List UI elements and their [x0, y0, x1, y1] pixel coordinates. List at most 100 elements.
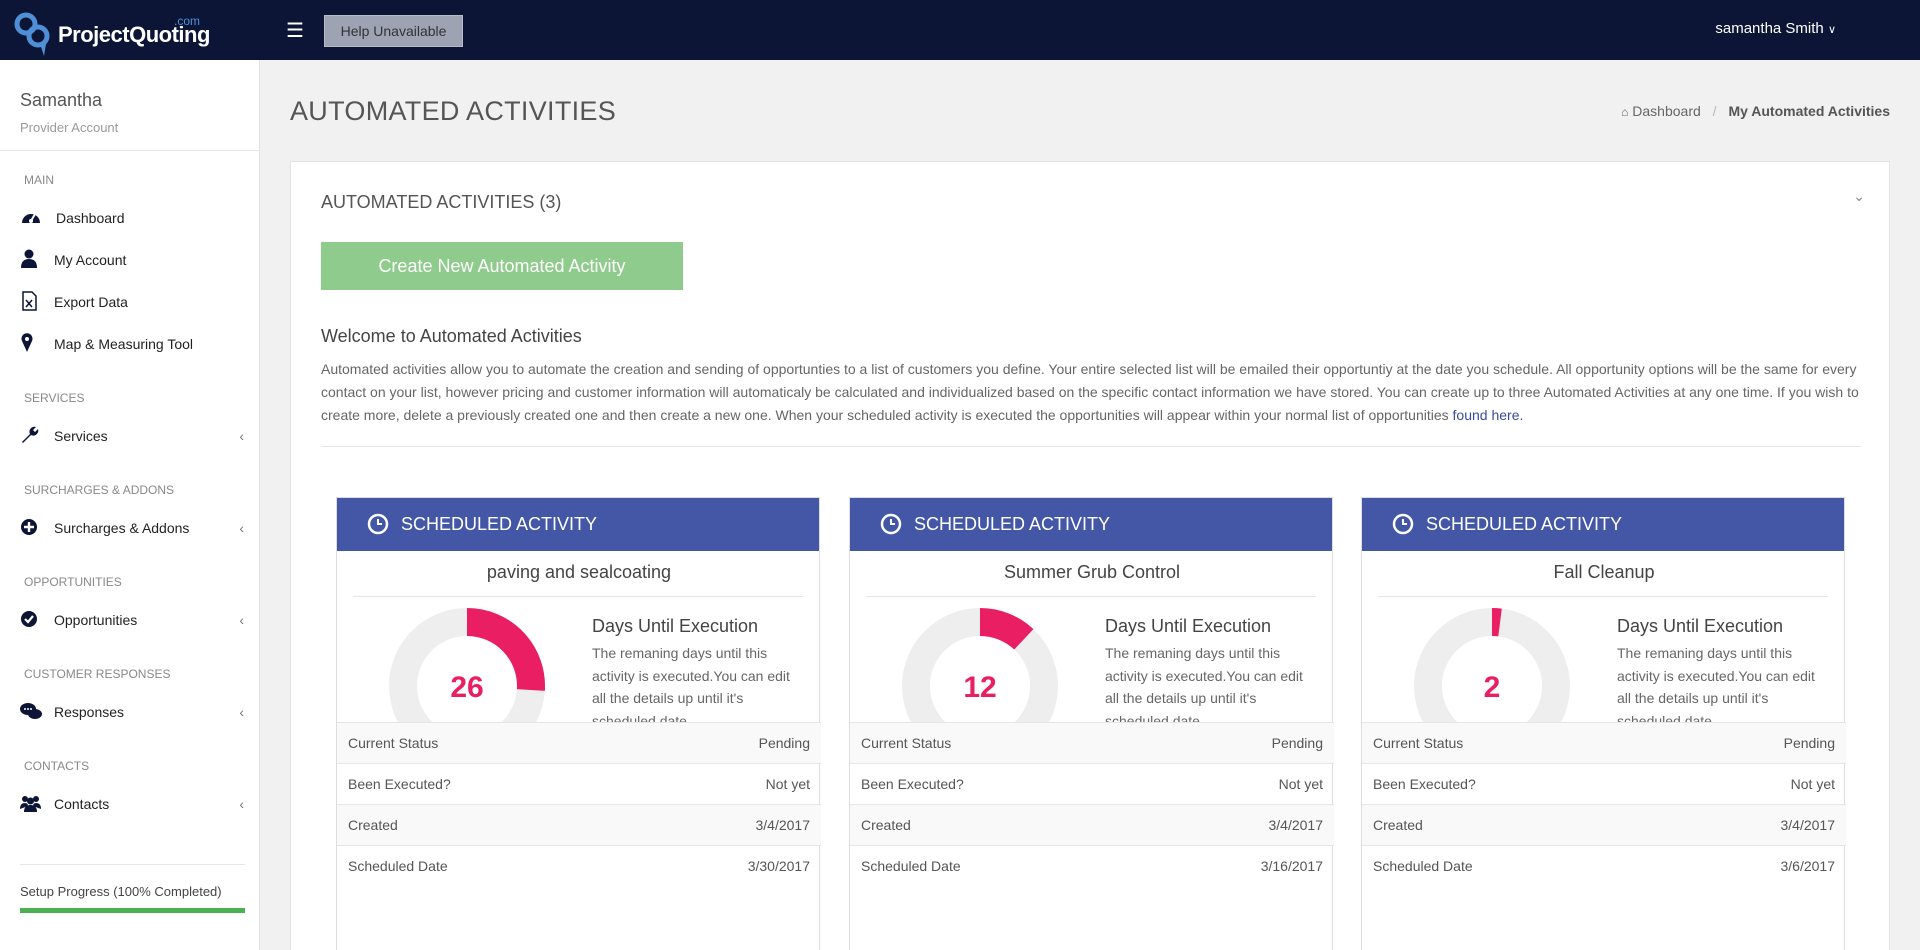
stat-row: Scheduled Date 3/30/2017	[337, 845, 821, 886]
plus-circle-icon	[21, 519, 37, 535]
automated-activities-panel: AUTOMATED ACTIVITIES (3) ⌄ Create New Au…	[290, 161, 1890, 950]
chevron-down-icon: ∨	[1827, 24, 1836, 36]
stat-row: Current Status Pending	[1362, 722, 1846, 763]
dashboard-icon	[22, 213, 40, 223]
days-count: 2	[1484, 671, 1501, 704]
welcome-text-body: Automated activities allow you to automa…	[321, 361, 1859, 423]
stat-row: Current Status Pending	[337, 722, 821, 763]
sidebar-item-contacts[interactable]: Contacts ‹	[20, 790, 244, 818]
stat-label: Created	[1373, 817, 1423, 833]
sidebar-section-main: MAIN	[24, 173, 54, 187]
activity-card: SCHEDULED ACTIVITY Fall Cleanup 2 Days U…	[1361, 497, 1846, 950]
sidebar-section-surcharges: SURCHARGES & ADDONS	[24, 483, 175, 497]
sidebar-divider	[20, 864, 245, 865]
breadcrumb: ⌂ Dashboard / My Automated Activities	[1621, 103, 1890, 119]
section-divider	[321, 446, 1861, 447]
sidebar-item-services[interactable]: Services ‹	[20, 422, 244, 450]
sidebar-section-opportunities: OPPORTUNITIES	[24, 575, 122, 589]
logo-pin-icon	[14, 12, 50, 56]
sidebar-item-dashboard[interactable]: Dashboard	[20, 204, 244, 232]
create-automated-activity-button[interactable]: Create New Automated Activity	[321, 242, 683, 290]
sidebar-item-label: Contacts	[54, 796, 110, 812]
card-divider	[1378, 596, 1828, 597]
activity-card-header: SCHEDULED ACTIVITY	[1362, 498, 1844, 551]
help-button[interactable]: Help Unavailable	[324, 15, 463, 47]
clock-icon	[880, 513, 902, 535]
activity-name: Fall Cleanup	[1553, 562, 1655, 582]
user-menu[interactable]: samantha Smith ∨	[1715, 20, 1836, 37]
stat-row: Been Executed? Not yet	[850, 763, 1334, 804]
menu-toggle-icon[interactable]: ☰	[286, 20, 304, 42]
stat-label: Created	[348, 817, 398, 833]
activity-name: Summer Grub Control	[1003, 562, 1181, 582]
chevron-left-icon: ‹	[239, 520, 244, 536]
sidebar-item-label: My Account	[54, 252, 127, 268]
sidebar-item-export-data[interactable]: Export Data	[20, 288, 244, 316]
user-icon	[21, 249, 37, 268]
stat-value: 3/16/2017	[1260, 858, 1323, 874]
sidebar-item-label: Responses	[54, 704, 125, 720]
setup-progress-label: Setup Progress (100% Completed)	[20, 884, 222, 899]
sidebar-item-opportunities[interactable]: Opportunities ‹	[20, 606, 244, 634]
stat-label: Current Status	[348, 735, 439, 751]
page-title: AUTOMATED ACTIVITIES	[290, 96, 617, 126]
days-until-description: The remaning days until this activity is…	[1105, 645, 1303, 729]
setup-progress-fill	[20, 908, 245, 913]
welcome-text: Automated activities allow you to automa…	[321, 358, 1867, 427]
profile-name: Samantha	[20, 90, 103, 110]
check-circle-icon	[21, 611, 37, 627]
stat-label: Current Status	[861, 735, 952, 751]
map-marker-icon	[21, 333, 33, 352]
brand-logo[interactable]: ProjectQuoting .com	[10, 8, 210, 56]
stat-row: Current Status Pending	[850, 722, 1334, 763]
sidebar-item-label: Services	[54, 428, 108, 444]
sidebar-item-responses[interactable]: Responses ‹	[20, 698, 244, 726]
card-divider	[866, 596, 1316, 597]
stat-value: 3/4/2017	[1780, 817, 1836, 833]
stat-row: Scheduled Date 3/16/2017	[850, 845, 1334, 886]
chat-bubbles-icon	[20, 703, 42, 719]
stat-label: Been Executed?	[861, 776, 964, 792]
sidebar-item-label: Dashboard	[56, 210, 125, 226]
stat-row: Been Executed? Not yet	[1362, 763, 1846, 804]
activity-name: paving and sealcoating	[486, 562, 672, 582]
activity-card-title: SCHEDULED ACTIVITY	[914, 514, 1111, 534]
sidebar-item-surcharges-addons[interactable]: Surcharges & Addons ‹	[20, 514, 244, 542]
profile-role: Provider Account	[20, 120, 119, 135]
stat-label: Scheduled Date	[1373, 858, 1473, 874]
clock-icon	[367, 513, 389, 535]
clock-icon	[1392, 513, 1414, 535]
sidebar-section-customer-responses: CUSTOMER RESPONSES	[24, 667, 171, 681]
setup-progress-bar	[20, 908, 245, 913]
activity-card-title: SCHEDULED ACTIVITY	[401, 514, 598, 534]
chevron-left-icon: ‹	[239, 796, 244, 812]
sidebar-item-map-measuring-tool[interactable]: Map & Measuring Tool	[20, 330, 244, 358]
found-here-link[interactable]: found here.	[1452, 407, 1524, 423]
breadcrumb-separator: /	[1712, 103, 1717, 119]
card-divider	[353, 596, 803, 597]
activity-card-header: SCHEDULED ACTIVITY	[337, 498, 819, 551]
chevron-left-icon: ‹	[239, 704, 244, 720]
stat-label: Been Executed?	[348, 776, 451, 792]
users-icon	[20, 796, 41, 812]
stat-label: Created	[861, 817, 911, 833]
breadcrumb-current: My Automated Activities	[1728, 103, 1890, 119]
sidebar-item-label: Opportunities	[54, 612, 138, 628]
brand-suffix: .com	[174, 14, 201, 28]
sidebar-item-my-account[interactable]: My Account	[20, 246, 244, 274]
stat-value: Not yet	[765, 776, 810, 792]
home-icon: ⌂	[1621, 105, 1629, 119]
activity-card-title: SCHEDULED ACTIVITY	[1426, 514, 1623, 534]
days-until-description: The remaning days until this activity is…	[1617, 645, 1815, 729]
days-until-title: Days Until Execution	[1105, 616, 1272, 636]
stat-label: Scheduled Date	[348, 858, 448, 874]
stat-value: Pending	[758, 735, 810, 751]
stat-value: Not yet	[1790, 776, 1835, 792]
days-count: 26	[450, 671, 483, 704]
collapse-chevron-icon[interactable]: ⌄	[1853, 188, 1865, 204]
top-navbar: ProjectQuoting .com ☰ Help Unavailable s…	[0, 0, 1920, 60]
sidebar-item-label: Surcharges & Addons	[54, 520, 190, 536]
stat-row: Created 3/4/2017	[1362, 804, 1846, 845]
stat-value: Pending	[1271, 735, 1323, 751]
breadcrumb-dashboard-link[interactable]: Dashboard	[1632, 103, 1701, 119]
